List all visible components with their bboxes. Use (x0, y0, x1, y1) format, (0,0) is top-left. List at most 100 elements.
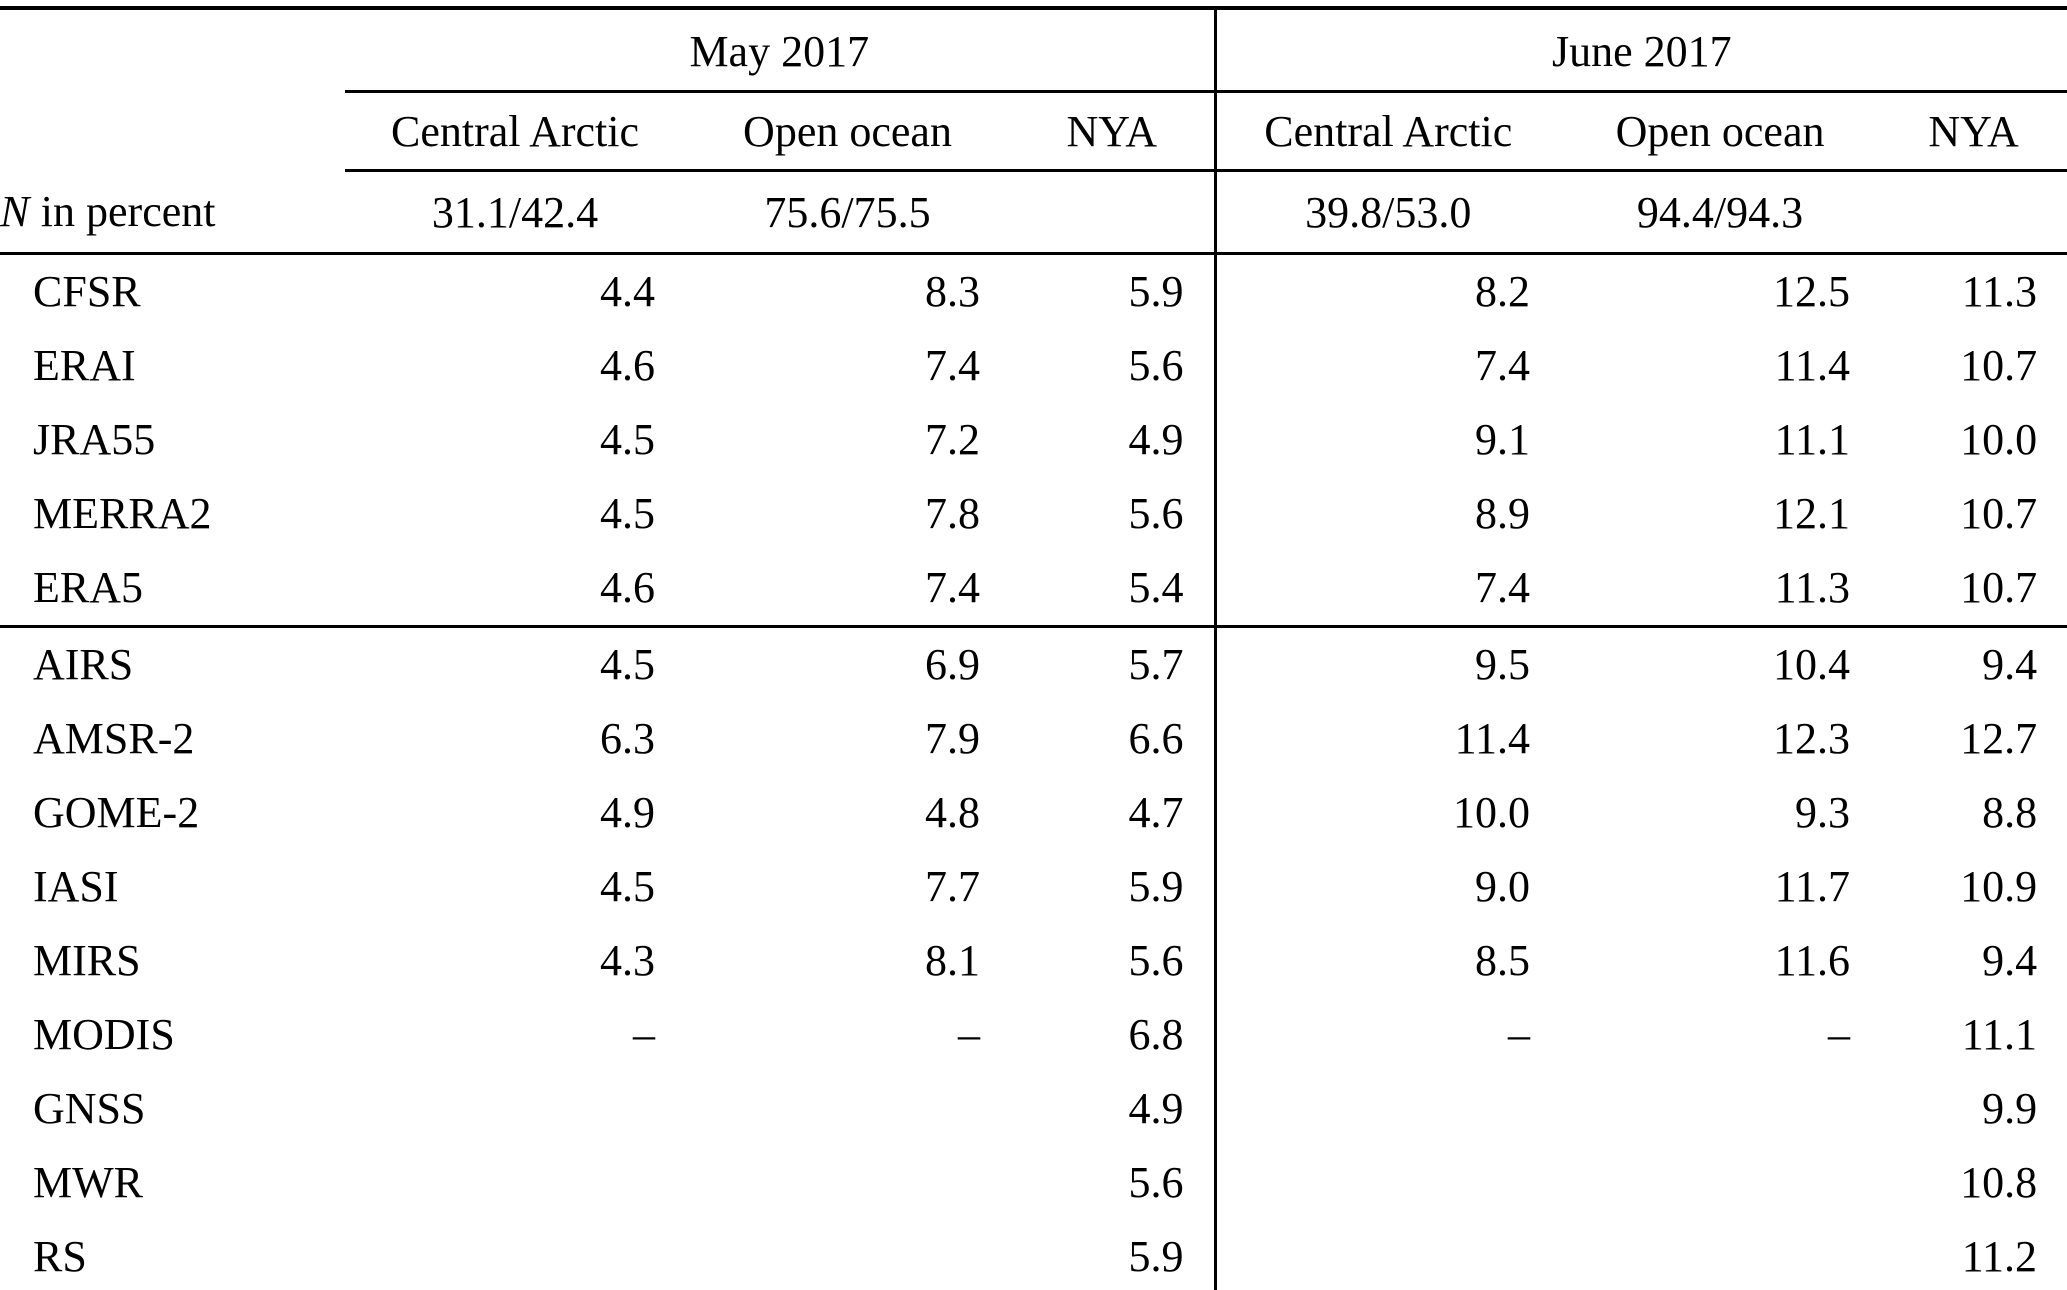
cell-value: 4.4 (600, 267, 655, 316)
cell-value: 11.3 (1961, 267, 2038, 316)
cell-value: 5.6 (1128, 1158, 1184, 1207)
table-row: GNSS 4.9 9.9 (0, 1072, 2067, 1146)
cell-value: 11.6 (1774, 936, 1851, 985)
column-header-row: Central Arctic Open ocean NYA Central Ar… (0, 91, 2067, 172)
n-symbol: N (0, 187, 30, 237)
cell-value: 11.1 (1774, 415, 1851, 464)
row-label-amsr-2: AMSR-2 (33, 714, 195, 763)
table-row: ERA5 4.6 7.4 5.4 7.4 11.3 10.7 (0, 551, 2067, 627)
table-row: AIRS 4.5 6.9 5.7 9.5 10.4 9.4 (0, 625, 2067, 702)
cell-value: 9.4 (1880, 625, 2067, 702)
row-label-gome-2: GOME-2 (33, 788, 200, 837)
row-label-jra55: JRA55 (33, 415, 156, 464)
cell-value: 5.9 (1128, 267, 1184, 316)
col-header-central-arctic-may: Central Arctic (345, 91, 685, 172)
cell-value: 7.4 (1213, 551, 1561, 627)
n-value-open-ocean-june: 94.4/94.3 (1560, 170, 1881, 255)
cell-value: 11.2 (1961, 1232, 2038, 1281)
cell-value: 4.5 (600, 489, 655, 538)
row-label-merra2: MERRA2 (33, 489, 212, 538)
row-label-modis: MODIS (33, 1010, 175, 1059)
cell-value: 7.4 (925, 341, 980, 390)
cell-value: 8.5 (1213, 924, 1561, 998)
cell-value: 7.8 (925, 489, 980, 538)
n-value-central-arctic-june: 39.8/53.0 (1213, 170, 1561, 255)
cell-value: 5.9 (1128, 862, 1184, 911)
cell-value: 9.1 (1213, 403, 1561, 477)
cell-value: 8.3 (925, 267, 980, 316)
table-row: JRA55 4.5 7.2 4.9 9.1 11.1 10.0 (0, 403, 2067, 477)
table-row: GOME-2 4.9 4.8 4.7 10.0 9.3 8.8 (0, 776, 2067, 850)
cell-value: 12.5 (1773, 267, 1851, 316)
cell-value: – (1828, 1010, 1851, 1059)
cell-value: 5.6 (1128, 936, 1184, 985)
cell-value: 4.5 (600, 862, 655, 911)
cell-value: 12.3 (1773, 714, 1851, 763)
cell-value: 10.4 (1560, 625, 1881, 702)
cell-value: 4.7 (1128, 788, 1184, 837)
table-header: May 2017 June 2017 Central Arctic Open o… (0, 8, 2067, 255)
month-header-june: June 2017 (1213, 8, 2067, 93)
row-label-airs: AIRS (0, 625, 345, 702)
cell-value: 11.4 (1213, 702, 1561, 776)
cell-value: 10.0 (1960, 415, 2038, 464)
cell-value: 8.2 (1213, 253, 1561, 329)
cell-value: 11.1 (1961, 1010, 2038, 1059)
cell-value: 11.3 (1774, 563, 1851, 612)
cell-value (1213, 1146, 1561, 1220)
cell-value (1213, 1072, 1561, 1146)
cell-value (1560, 1220, 1880, 1290)
row-label-cfsr: CFSR (33, 267, 141, 316)
cell-value: 12.1 (1773, 489, 1851, 538)
column-header-spacer (0, 92, 345, 171)
cell-value: 9.9 (1982, 1084, 2038, 1133)
n-value-nya-may (1010, 170, 1216, 255)
table-row: MODIS – –6.8– –11.1 (0, 998, 2067, 1072)
section-satellite-ground: AIRS 4.5 6.9 5.7 9.5 10.4 9.4 AMSR-2 6.3 7.9 6.6 11… (0, 625, 2067, 1290)
row-label-rs: RS (33, 1232, 87, 1281)
cell-value: 7.2 (925, 415, 980, 464)
section-reanalyses: CFSR 4.4 8.3 5.9 8.2 12.5 11.3 ERAI 4.6 7.4 5.6 7.4… (0, 253, 2067, 627)
col-header-open-ocean-may: Open ocean (685, 91, 1010, 172)
cell-value: 9.3 (1795, 788, 1851, 837)
cell-value: 4.6 (600, 341, 655, 390)
row-label-gnss: GNSS (33, 1084, 146, 1133)
cell-value (1560, 1146, 1880, 1220)
table-row: CFSR 4.4 8.3 5.9 8.2 12.5 11.3 (0, 253, 2067, 329)
cell-value: 9.4 (1982, 936, 2038, 985)
cell-value: 7.9 (925, 714, 980, 763)
cell-value: 5.6 (1128, 341, 1184, 390)
cell-value: 9.0 (1213, 850, 1561, 924)
row-label-mirs: MIRS (33, 936, 141, 985)
cell-value: 5.6 (1128, 489, 1184, 538)
cell-value: 6.9 (685, 625, 1010, 702)
table-row: IASI 4.5 7.7 5.9 9.0 11.7 10.9 (0, 850, 2067, 924)
cell-value: – (1213, 998, 1561, 1072)
cell-value: – (633, 1010, 655, 1059)
cell-value: 4.6 (600, 563, 655, 612)
row-label-era5: ERA5 (33, 563, 143, 612)
cell-value: 10.8 (1960, 1158, 2038, 1207)
table-row: AMSR-2 6.3 7.9 6.6 11.4 12.3 12.7 (0, 702, 2067, 776)
cell-value: 7.4 (925, 563, 980, 612)
cell-value: 6.6 (1128, 714, 1184, 763)
row-label-iasi: IASI (33, 862, 119, 911)
cell-value: 10.9 (1960, 862, 2038, 911)
cell-value (345, 1220, 685, 1290)
cell-value: 4.5 (345, 625, 685, 702)
cell-value: 6.3 (600, 714, 655, 763)
cell-value: 8.1 (925, 936, 980, 985)
n-value-central-arctic-may: 31.1/42.4 (345, 170, 685, 255)
cell-value: 4.5 (600, 415, 655, 464)
month-header-spacer (0, 8, 345, 92)
cell-value: 4.3 (600, 936, 655, 985)
row-label-mwr: MWR (33, 1158, 143, 1207)
cell-value: 5.4 (1128, 563, 1184, 612)
table-row: MIRS 4.3 8.1 5.6 8.5 11.6 9.4 (0, 924, 2067, 998)
table-row: RS 5.9 11.2 (0, 1220, 2067, 1290)
cell-value: 10.0 (1213, 776, 1561, 850)
table-row: MWR 5.6 10.8 (0, 1146, 2067, 1220)
month-header-row: May 2017 June 2017 (0, 8, 2067, 93)
